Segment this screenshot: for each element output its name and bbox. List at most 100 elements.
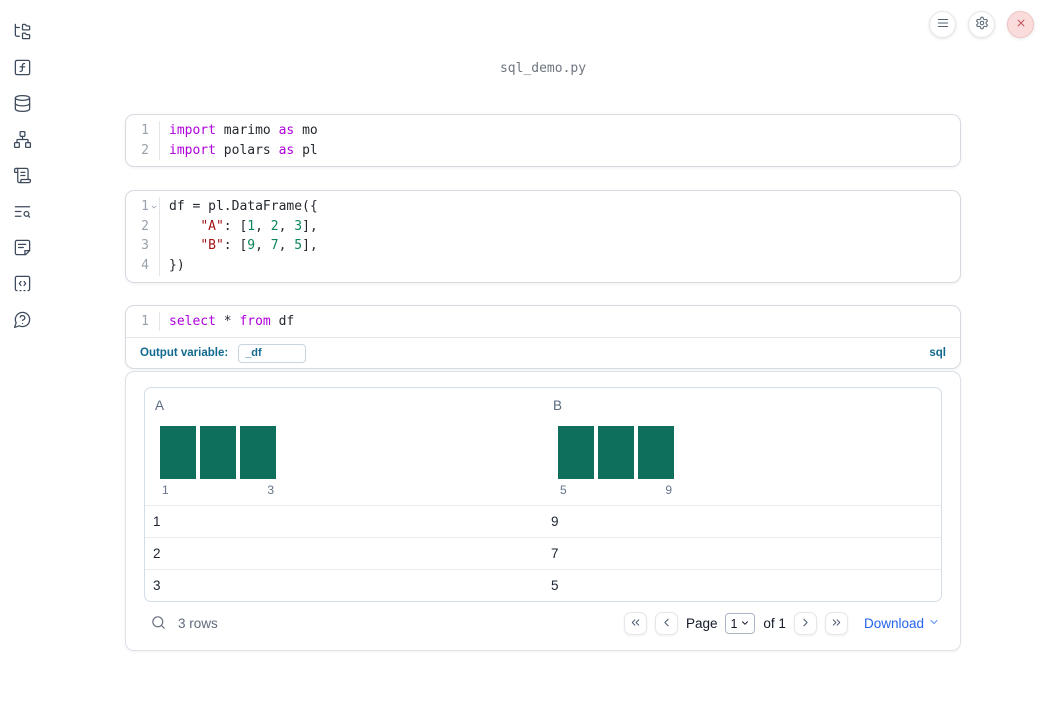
- code-text[interactable]: }): [159, 255, 960, 276]
- table-row: 2 7: [145, 537, 941, 569]
- scratchpad-panel-button[interactable]: [12, 167, 32, 187]
- hist-min-label: 1: [162, 483, 169, 498]
- cell-value: 3: [153, 578, 161, 594]
- output-variable-label: Output variable:: [140, 347, 229, 360]
- column-histogram: 5 9: [558, 426, 674, 497]
- function-icon: [13, 58, 32, 80]
- line-number: 2: [141, 218, 149, 234]
- scratchpad-icon: [13, 166, 32, 188]
- fold-toggle[interactable]: [149, 197, 159, 217]
- documentation-panel-button[interactable]: [12, 239, 32, 259]
- help-icon: [13, 310, 32, 332]
- histogram-bar: [638, 426, 674, 480]
- cell-value: 9: [551, 514, 559, 530]
- code-text[interactable]: "B": [9, 7, 5],: [159, 236, 960, 256]
- sidebar: [0, 0, 44, 713]
- notebook: sql_demo.py 1 import marimo as mo 2 impo…: [125, 0, 961, 652]
- settings-button[interactable]: [968, 11, 995, 38]
- cell-value: 7: [551, 546, 559, 562]
- notebook-filename: sql_demo.py: [499, 61, 587, 76]
- chevron-down-icon: [151, 205, 157, 209]
- code-line[interactable]: 1 select * from df: [126, 311, 960, 332]
- shutdown-button[interactable]: [1007, 11, 1034, 38]
- cell-value: 2: [153, 546, 161, 562]
- document-icon: [13, 238, 32, 260]
- snippets-icon: [13, 274, 32, 296]
- code-line[interactable]: 4 }): [126, 255, 960, 276]
- page-select[interactable]: 1: [725, 613, 756, 635]
- chevron-left-icon: [660, 616, 673, 632]
- code-text[interactable]: select * from df: [159, 311, 960, 332]
- language-badge[interactable]: sql: [929, 347, 946, 360]
- last-page-button[interactable]: [824, 612, 848, 636]
- sql-cell-footer: Output variable: sql: [126, 337, 960, 368]
- histogram-bar: [558, 426, 594, 480]
- column-histogram: 1 3: [160, 426, 276, 497]
- cell-value: 5: [551, 578, 559, 594]
- line-number: 1: [141, 199, 149, 215]
- data-table: A 1 3 B 5 9: [144, 387, 942, 603]
- hist-max-label: 3: [267, 483, 274, 498]
- chevron-right-icon: [799, 616, 812, 632]
- toolbar: [929, 11, 1034, 38]
- dependencies-panel-button[interactable]: [12, 130, 32, 152]
- next-page-button[interactable]: [793, 612, 817, 636]
- page-label: Page: [685, 616, 718, 632]
- code-cell-imports[interactable]: 1 import marimo as mo 2 import polars as…: [125, 114, 961, 168]
- dependency-graph-icon: [13, 130, 32, 152]
- text-search-icon: [13, 202, 32, 224]
- line-number: 3: [141, 238, 149, 254]
- code-line[interactable]: 3 "B": [9, 7, 5],: [126, 236, 960, 256]
- line-number: 2: [141, 142, 149, 158]
- notebook-menu-button[interactable]: [929, 11, 956, 38]
- chevrons-left-icon: [629, 616, 642, 632]
- chevron-down-icon: [740, 617, 750, 631]
- page-select-value: 1: [730, 616, 738, 631]
- variables-panel-button[interactable]: [12, 59, 32, 79]
- line-number: 1: [141, 313, 149, 329]
- hist-min-label: 5: [560, 483, 567, 498]
- code-text[interactable]: import polars as pl: [159, 140, 960, 161]
- table-footer: 3 rows Page 1 of 1: [144, 602, 942, 644]
- column-header-a[interactable]: A 1 3: [145, 388, 543, 505]
- chevron-down-icon: [928, 616, 940, 631]
- histogram-bar: [240, 426, 276, 480]
- column-name: A: [155, 398, 165, 414]
- line-number: 1: [141, 123, 149, 138]
- snippets-panel-button[interactable]: [12, 275, 32, 295]
- code-cell-dataframe[interactable]: 1 df = pl.DataFrame({ 2 "A": [1, 2, 3], …: [125, 190, 961, 283]
- logs-panel-button[interactable]: [12, 203, 32, 223]
- code-text[interactable]: "A": [1, 2, 3],: [159, 216, 960, 237]
- download-button[interactable]: Download: [864, 616, 940, 631]
- database-icon: [13, 94, 32, 116]
- sql-cell[interactable]: 1 select * from df Output variable: sql: [125, 304, 961, 370]
- code-line[interactable]: 2 import polars as pl: [126, 140, 960, 161]
- hist-max-label: 9: [665, 483, 672, 498]
- first-page-button[interactable]: [623, 612, 647, 636]
- line-number: 4: [141, 257, 149, 273]
- page-of-label: of 1: [763, 616, 786, 632]
- table-header: A 1 3 B 5 9: [145, 388, 941, 505]
- code-text[interactable]: df = pl.DataFrame({: [159, 197, 960, 217]
- code-text[interactable]: import marimo as mo: [159, 121, 960, 141]
- column-name: B: [553, 398, 563, 414]
- code-line[interactable]: 2 "A": [1, 2, 3],: [126, 216, 960, 237]
- histogram-bar: [200, 426, 236, 480]
- datasources-panel-button[interactable]: [12, 94, 32, 116]
- code-line[interactable]: 1 df = pl.DataFrame({: [126, 197, 960, 217]
- output-variable-input[interactable]: [238, 343, 307, 363]
- menu-icon: [936, 16, 950, 33]
- file-tree-icon: [13, 22, 32, 44]
- histogram-bar: [160, 426, 196, 480]
- close-icon: [1014, 16, 1028, 33]
- previous-page-button[interactable]: [654, 612, 678, 636]
- table-row: 1 9: [145, 505, 941, 537]
- search-button[interactable]: [150, 614, 167, 634]
- row-count: 3 rows: [178, 616, 218, 632]
- file-tree-panel-button[interactable]: [12, 23, 32, 43]
- code-line[interactable]: 1 import marimo as mo: [126, 121, 960, 141]
- search-icon: [150, 614, 167, 634]
- column-header-b[interactable]: B 5 9: [543, 388, 941, 505]
- help-panel-button[interactable]: [12, 311, 32, 331]
- pagination: Page 1 of 1: [623, 612, 848, 636]
